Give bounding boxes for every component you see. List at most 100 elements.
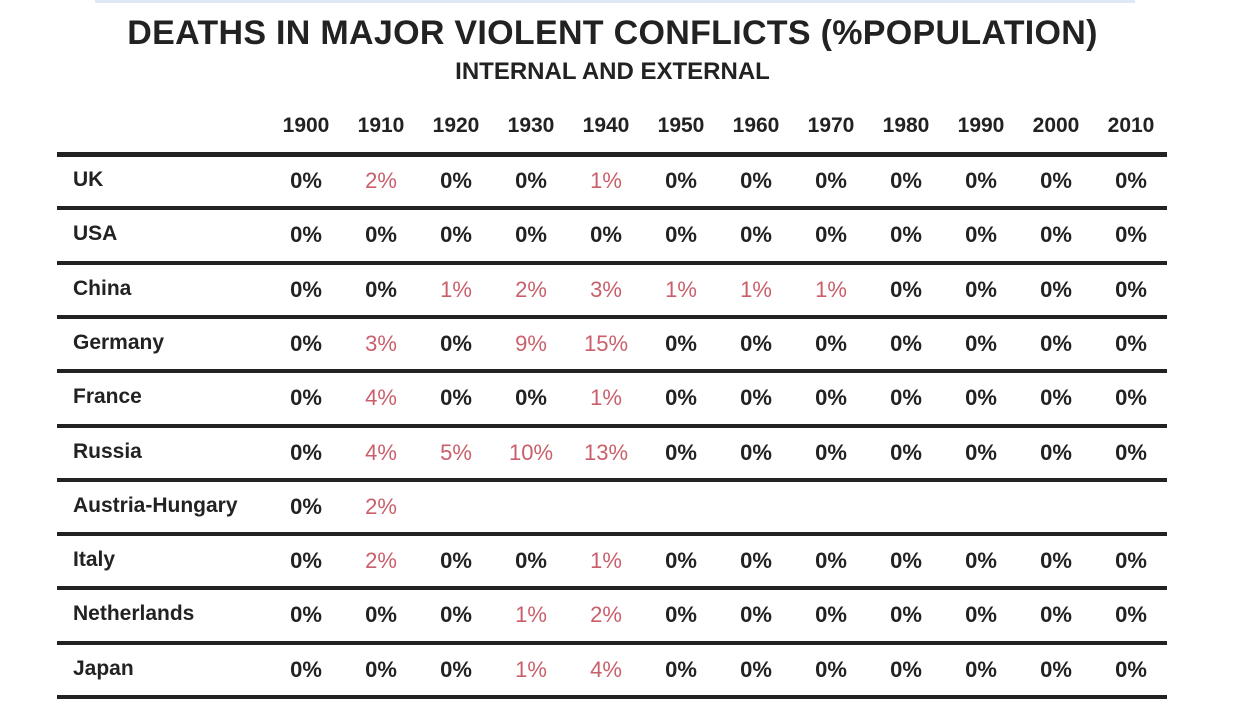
row-label-china: China — [73, 276, 132, 300]
table-cell: 0% — [515, 548, 547, 574]
table-cell: 0% — [665, 222, 697, 248]
column-header-1900: 1900 — [282, 114, 330, 137]
table-cell: 0% — [1040, 548, 1072, 574]
table-cell: 0% — [1115, 330, 1147, 356]
row-rule — [57, 532, 1167, 537]
table-cell: 4% — [365, 385, 397, 411]
table-cell: 0% — [290, 385, 322, 411]
table-cell: 0% — [740, 602, 772, 628]
table-cell: 0% — [1115, 656, 1147, 682]
table-cell: 0% — [815, 602, 847, 628]
table-cell: 0% — [1040, 222, 1072, 248]
table-cell: 1% — [590, 548, 622, 574]
table-cell: 1% — [665, 276, 697, 302]
row-label-netherlands: Netherlands — [73, 602, 195, 626]
header-rule — [57, 152, 1167, 157]
table-cell: 0% — [740, 656, 772, 682]
table-cell: 0% — [365, 276, 397, 302]
table-cell: 0% — [1115, 385, 1147, 411]
table-cell: 0% — [965, 656, 997, 682]
table-cell: 0% — [515, 385, 547, 411]
table-cell: 0% — [740, 222, 772, 248]
column-header-2010: 2010 — [1107, 114, 1155, 137]
row-rule — [57, 260, 1167, 265]
table-cell: 0% — [740, 330, 772, 356]
row-label-austria-hungary: Austria-Hungary — [73, 493, 238, 517]
table-cell: 2% — [515, 276, 547, 302]
table-cell: 0% — [1040, 168, 1072, 193]
table-cell: 10% — [508, 439, 554, 465]
table-cell: 0% — [890, 330, 922, 356]
table-cell: 0% — [890, 602, 922, 628]
table-cell: 0% — [440, 222, 472, 248]
row-rule — [57, 423, 1167, 428]
table-cell: 3% — [365, 330, 397, 356]
table-cell: 0% — [290, 330, 322, 356]
table-cell: 0% — [440, 602, 472, 628]
table-cell: 1% — [740, 276, 772, 302]
table-cell: 0% — [815, 330, 847, 356]
table-cell: 0% — [1040, 602, 1072, 628]
table-cell: 0% — [965, 168, 997, 193]
column-header-1910: 1910 — [357, 114, 405, 137]
table-cell: 1% — [590, 168, 622, 193]
table-cell: 1% — [590, 385, 622, 411]
table-cell: 0% — [665, 602, 697, 628]
table-cell: 3% — [590, 276, 622, 302]
table-cell: 0% — [1115, 439, 1147, 465]
table-cell: 0% — [965, 548, 997, 574]
table-cell: 1% — [440, 276, 472, 302]
column-header-1990: 1990 — [957, 114, 1005, 137]
table-cell: 0% — [740, 385, 772, 411]
table-cell: 0% — [965, 602, 997, 628]
table-cell: 0% — [290, 493, 322, 519]
table-cell: 0% — [365, 222, 397, 248]
row-rule — [57, 586, 1167, 591]
table-cell: 4% — [590, 656, 622, 682]
table-cell: 0% — [890, 439, 922, 465]
table-cell: 0% — [890, 222, 922, 248]
table-cell: 0% — [1040, 439, 1072, 465]
table-cell: 0% — [1040, 276, 1072, 302]
table-cell: 0% — [1115, 276, 1147, 302]
table-cell: 4% — [365, 439, 397, 465]
row-rule — [57, 695, 1167, 699]
column-header-1920: 1920 — [432, 114, 480, 137]
table-cell: 0% — [740, 168, 772, 193]
table-cell: 0% — [965, 439, 997, 465]
table-cell: 0% — [290, 656, 322, 682]
table-cell: 9% — [515, 330, 547, 356]
table-cell: 0% — [290, 168, 322, 193]
table-cell: 0% — [290, 439, 322, 465]
row-rule — [57, 640, 1167, 645]
column-header-1930: 1930 — [507, 114, 555, 137]
table-cell: 1% — [515, 656, 547, 682]
table-cell: 0% — [440, 168, 472, 193]
table-cell: 0% — [740, 548, 772, 574]
row-label-france: France — [73, 385, 142, 409]
column-header-1960: 1960 — [732, 114, 780, 137]
table-cell: 0% — [440, 656, 472, 682]
table-cell: 0% — [1115, 548, 1147, 574]
row-rule — [57, 477, 1167, 482]
column-header-1970: 1970 — [807, 114, 855, 137]
row-rule — [57, 314, 1167, 319]
table-cell: 0% — [890, 548, 922, 574]
column-header-2000: 2000 — [1032, 114, 1080, 137]
table-cell: 0% — [290, 222, 322, 248]
table-cell: 0% — [290, 548, 322, 574]
row-rule — [57, 206, 1167, 211]
table-cell: 0% — [1115, 222, 1147, 248]
table-cell: 0% — [890, 656, 922, 682]
row-label-japan: Japan — [73, 656, 134, 680]
table-cell: 0% — [365, 656, 397, 682]
row-rule — [57, 369, 1167, 374]
table-cell: 15% — [583, 330, 629, 356]
table-cell: 0% — [815, 439, 847, 465]
table-cell: 0% — [890, 276, 922, 302]
row-label-germany: Germany — [73, 330, 165, 354]
row-label-uk: UK — [73, 168, 104, 191]
table-cell: 0% — [440, 548, 472, 574]
table-cell: 2% — [590, 602, 622, 628]
column-header-1940: 1940 — [582, 114, 630, 137]
